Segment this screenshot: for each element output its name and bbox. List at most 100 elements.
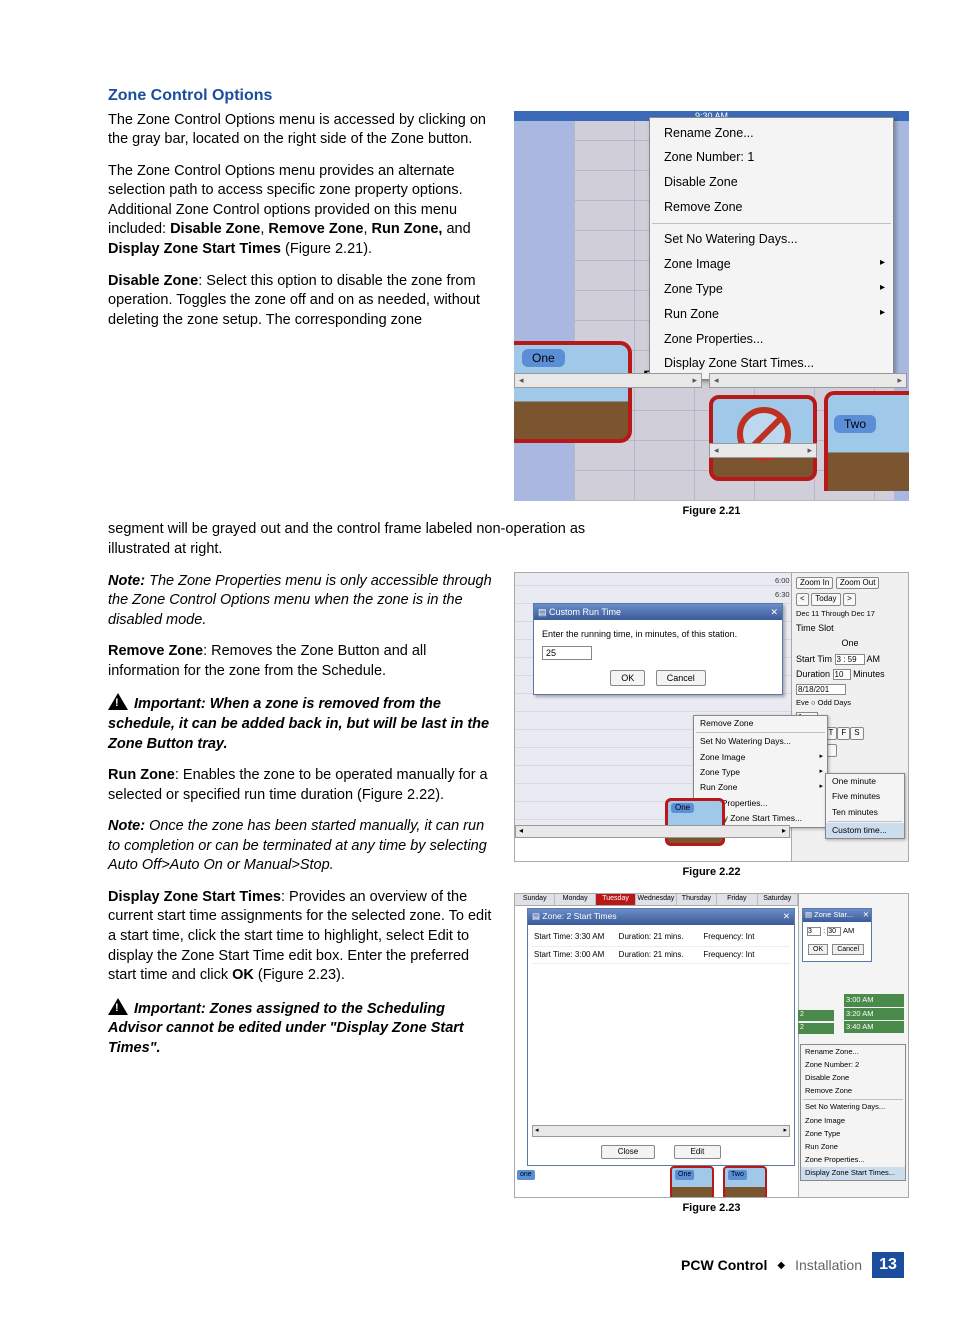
scrollbar[interactable]: ◂▸: [709, 443, 817, 458]
menu-separator: [696, 732, 825, 733]
zone-context-menu[interactable]: Rename Zone... Zone Number: 2 Disable Zo…: [800, 1044, 906, 1180]
ok-button[interactable]: OK: [808, 944, 828, 955]
start-time-row[interactable]: Start Time: 3:00 AM Duration: 21 mins. F…: [532, 947, 790, 965]
menu-display-start-times[interactable]: Display Zone Start Times...: [801, 1167, 905, 1180]
menu-zone-image[interactable]: Zone Image: [801, 1114, 905, 1127]
menu-zone-properties[interactable]: Zone Properties...: [801, 1153, 905, 1166]
label: Duration: [796, 669, 830, 679]
today-button[interactable]: Today: [811, 593, 840, 606]
start-time-row[interactable]: Start Time: 3:30 AM Duration: 21 mins. F…: [532, 929, 790, 947]
minute-input[interactable]: [827, 927, 841, 936]
day-tuesday[interactable]: Tuesday: [596, 894, 636, 905]
day-f-button[interactable]: F: [837, 727, 850, 740]
dialog-title: ▤ Custom Run Time: [538, 606, 621, 618]
menu-remove-zone[interactable]: Remove Zone: [801, 1085, 905, 1098]
menu-no-watering[interactable]: Set No Watering Days...: [694, 734, 827, 749]
menu-remove-zone[interactable]: Remove Zone: [650, 195, 893, 220]
start-hour-input[interactable]: [835, 654, 865, 665]
zone-button-disabled[interactable]: [709, 395, 817, 481]
menu-zone-type[interactable]: Zone Type: [650, 277, 893, 302]
day-thursday[interactable]: Thursday: [677, 894, 717, 905]
schedule-bar[interactable]: 2: [798, 1010, 834, 1021]
submenu-ten-minutes[interactable]: Ten minutes: [826, 805, 904, 820]
menu-no-watering[interactable]: Set No Watering Days...: [650, 227, 893, 252]
warning-icon: [108, 693, 128, 710]
submenu-custom-time[interactable]: Custom time...: [826, 823, 904, 838]
note: Note: The Zone Properties menu is only a…: [108, 572, 496, 631]
menu-zone-properties[interactable]: Zone Properties...: [650, 327, 893, 352]
label: Start Tim: [796, 654, 832, 664]
footer-product: PCW Control: [681, 1256, 767, 1275]
important-note: Important: Zones assigned to the Schedul…: [108, 998, 496, 1059]
menu-run-zone[interactable]: Run Zone: [801, 1140, 905, 1153]
day-friday[interactable]: Friday: [717, 894, 757, 905]
menu-disable-zone[interactable]: Disable Zone: [801, 1072, 905, 1085]
menu-disable-zone[interactable]: Disable Zone: [650, 170, 893, 195]
day-s-button[interactable]: S: [850, 727, 863, 740]
option-label: Run Zone: [108, 767, 175, 783]
zone-context-menu[interactable]: Rename Zone... Zone Number: 1 Disable Zo…: [649, 117, 894, 381]
close-icon[interactable]: ✕: [783, 911, 790, 922]
menu-no-watering[interactable]: Set No Watering Days...: [801, 1101, 905, 1114]
menu-zone-number[interactable]: Zone Number: 2: [801, 1059, 905, 1072]
time-row[interactable]: 3:40 AM: [844, 1021, 904, 1033]
warning-icon: [108, 998, 128, 1015]
day-monday[interactable]: Monday: [555, 894, 595, 905]
day-saturday[interactable]: Saturday: [758, 894, 798, 905]
close-icon[interactable]: ✕: [863, 910, 869, 920]
note-label: Note:: [108, 573, 145, 589]
duration-input[interactable]: [833, 669, 851, 680]
menu-run-zone[interactable]: Run Zone: [650, 302, 893, 327]
zone-name: One: [796, 637, 904, 649]
duration: Duration: 21 mins.: [619, 950, 704, 961]
time-row[interactable]: 3:00 AM: [844, 994, 904, 1006]
menu-remove-zone[interactable]: Remove Zone: [694, 716, 827, 731]
next-button[interactable]: >: [843, 593, 856, 606]
zoom-in-button[interactable]: Zoom In: [796, 577, 833, 590]
zone-label: One: [671, 803, 694, 814]
cancel-button[interactable]: Cancel: [656, 670, 706, 686]
time-row[interactable]: 3:20 AM: [844, 1008, 904, 1020]
zone-button-two[interactable]: [824, 391, 909, 491]
date-input[interactable]: [796, 684, 846, 695]
menu-zone-image[interactable]: Zone Image: [694, 750, 827, 765]
text-bold: Remove Zone: [268, 221, 363, 237]
hour-input[interactable]: [807, 927, 821, 936]
scrollbar[interactable]: ◂▸: [532, 1125, 790, 1137]
run-zone-submenu[interactable]: One minute Five minutes Ten minutes Cust…: [825, 773, 905, 840]
dialog-titlebar: ▤ Zone: 2 Start Times ✕: [528, 909, 794, 924]
dialog-title: ▤ Zone Star...: [805, 910, 853, 920]
submenu-one-minute[interactable]: One minute: [826, 774, 904, 789]
dialog-title: ▤ Zone: 2 Start Times: [532, 911, 617, 922]
menu-run-zone[interactable]: Run Zone: [694, 780, 827, 795]
menu-zone-number[interactable]: Zone Number: 1: [650, 145, 893, 170]
date-range: Dec 11 Through Dec 17: [796, 609, 904, 619]
paragraph: The Zone Control Options menu is accesse…: [108, 111, 496, 150]
cancel-button[interactable]: Cancel: [832, 944, 864, 955]
run-time-input[interactable]: [542, 646, 592, 660]
menu-zone-image[interactable]: Zone Image: [650, 252, 893, 277]
zoom-out-button[interactable]: Zoom Out: [836, 577, 880, 590]
ok-button[interactable]: OK: [610, 670, 645, 686]
scrollbar[interactable]: ◂▸: [709, 373, 907, 388]
close-button[interactable]: Close: [601, 1145, 655, 1160]
submenu-five-minutes[interactable]: Five minutes: [826, 789, 904, 804]
edit-button[interactable]: Edit: [674, 1145, 722, 1160]
start-time-edit-dialog: ▤ Zone Star...✕ : AM OK Cancel: [802, 908, 872, 962]
start-times-dialog: ▤ Zone: 2 Start Times ✕ Start Time: 3:30…: [527, 908, 795, 1166]
menu-rename-zone[interactable]: Rename Zone...: [801, 1045, 905, 1058]
day-sunday[interactable]: Sunday: [515, 894, 555, 905]
menu-zone-type[interactable]: Zone Type: [801, 1127, 905, 1140]
note: Note: Once the zone has been started man…: [108, 817, 496, 876]
section-heading: Zone Control Options: [108, 85, 904, 107]
day-wednesday[interactable]: Wednesday: [636, 894, 676, 905]
schedule-bar[interactable]: 2: [798, 1023, 834, 1034]
close-icon[interactable]: ✕: [770, 606, 778, 618]
menu-rename-zone[interactable]: Rename Zone...: [650, 121, 893, 146]
prev-button[interactable]: <: [796, 593, 809, 606]
paragraph: segment will be grayed out and the contr…: [108, 520, 608, 559]
scrollbar[interactable]: ◂▸: [515, 825, 790, 838]
scrollbar[interactable]: ◂▸: [514, 373, 702, 388]
menu-zone-type[interactable]: Zone Type: [694, 765, 827, 780]
figure-2-22: 6:00 AM 6:30 AM Zoom In Zoom Out < Today…: [514, 572, 909, 862]
